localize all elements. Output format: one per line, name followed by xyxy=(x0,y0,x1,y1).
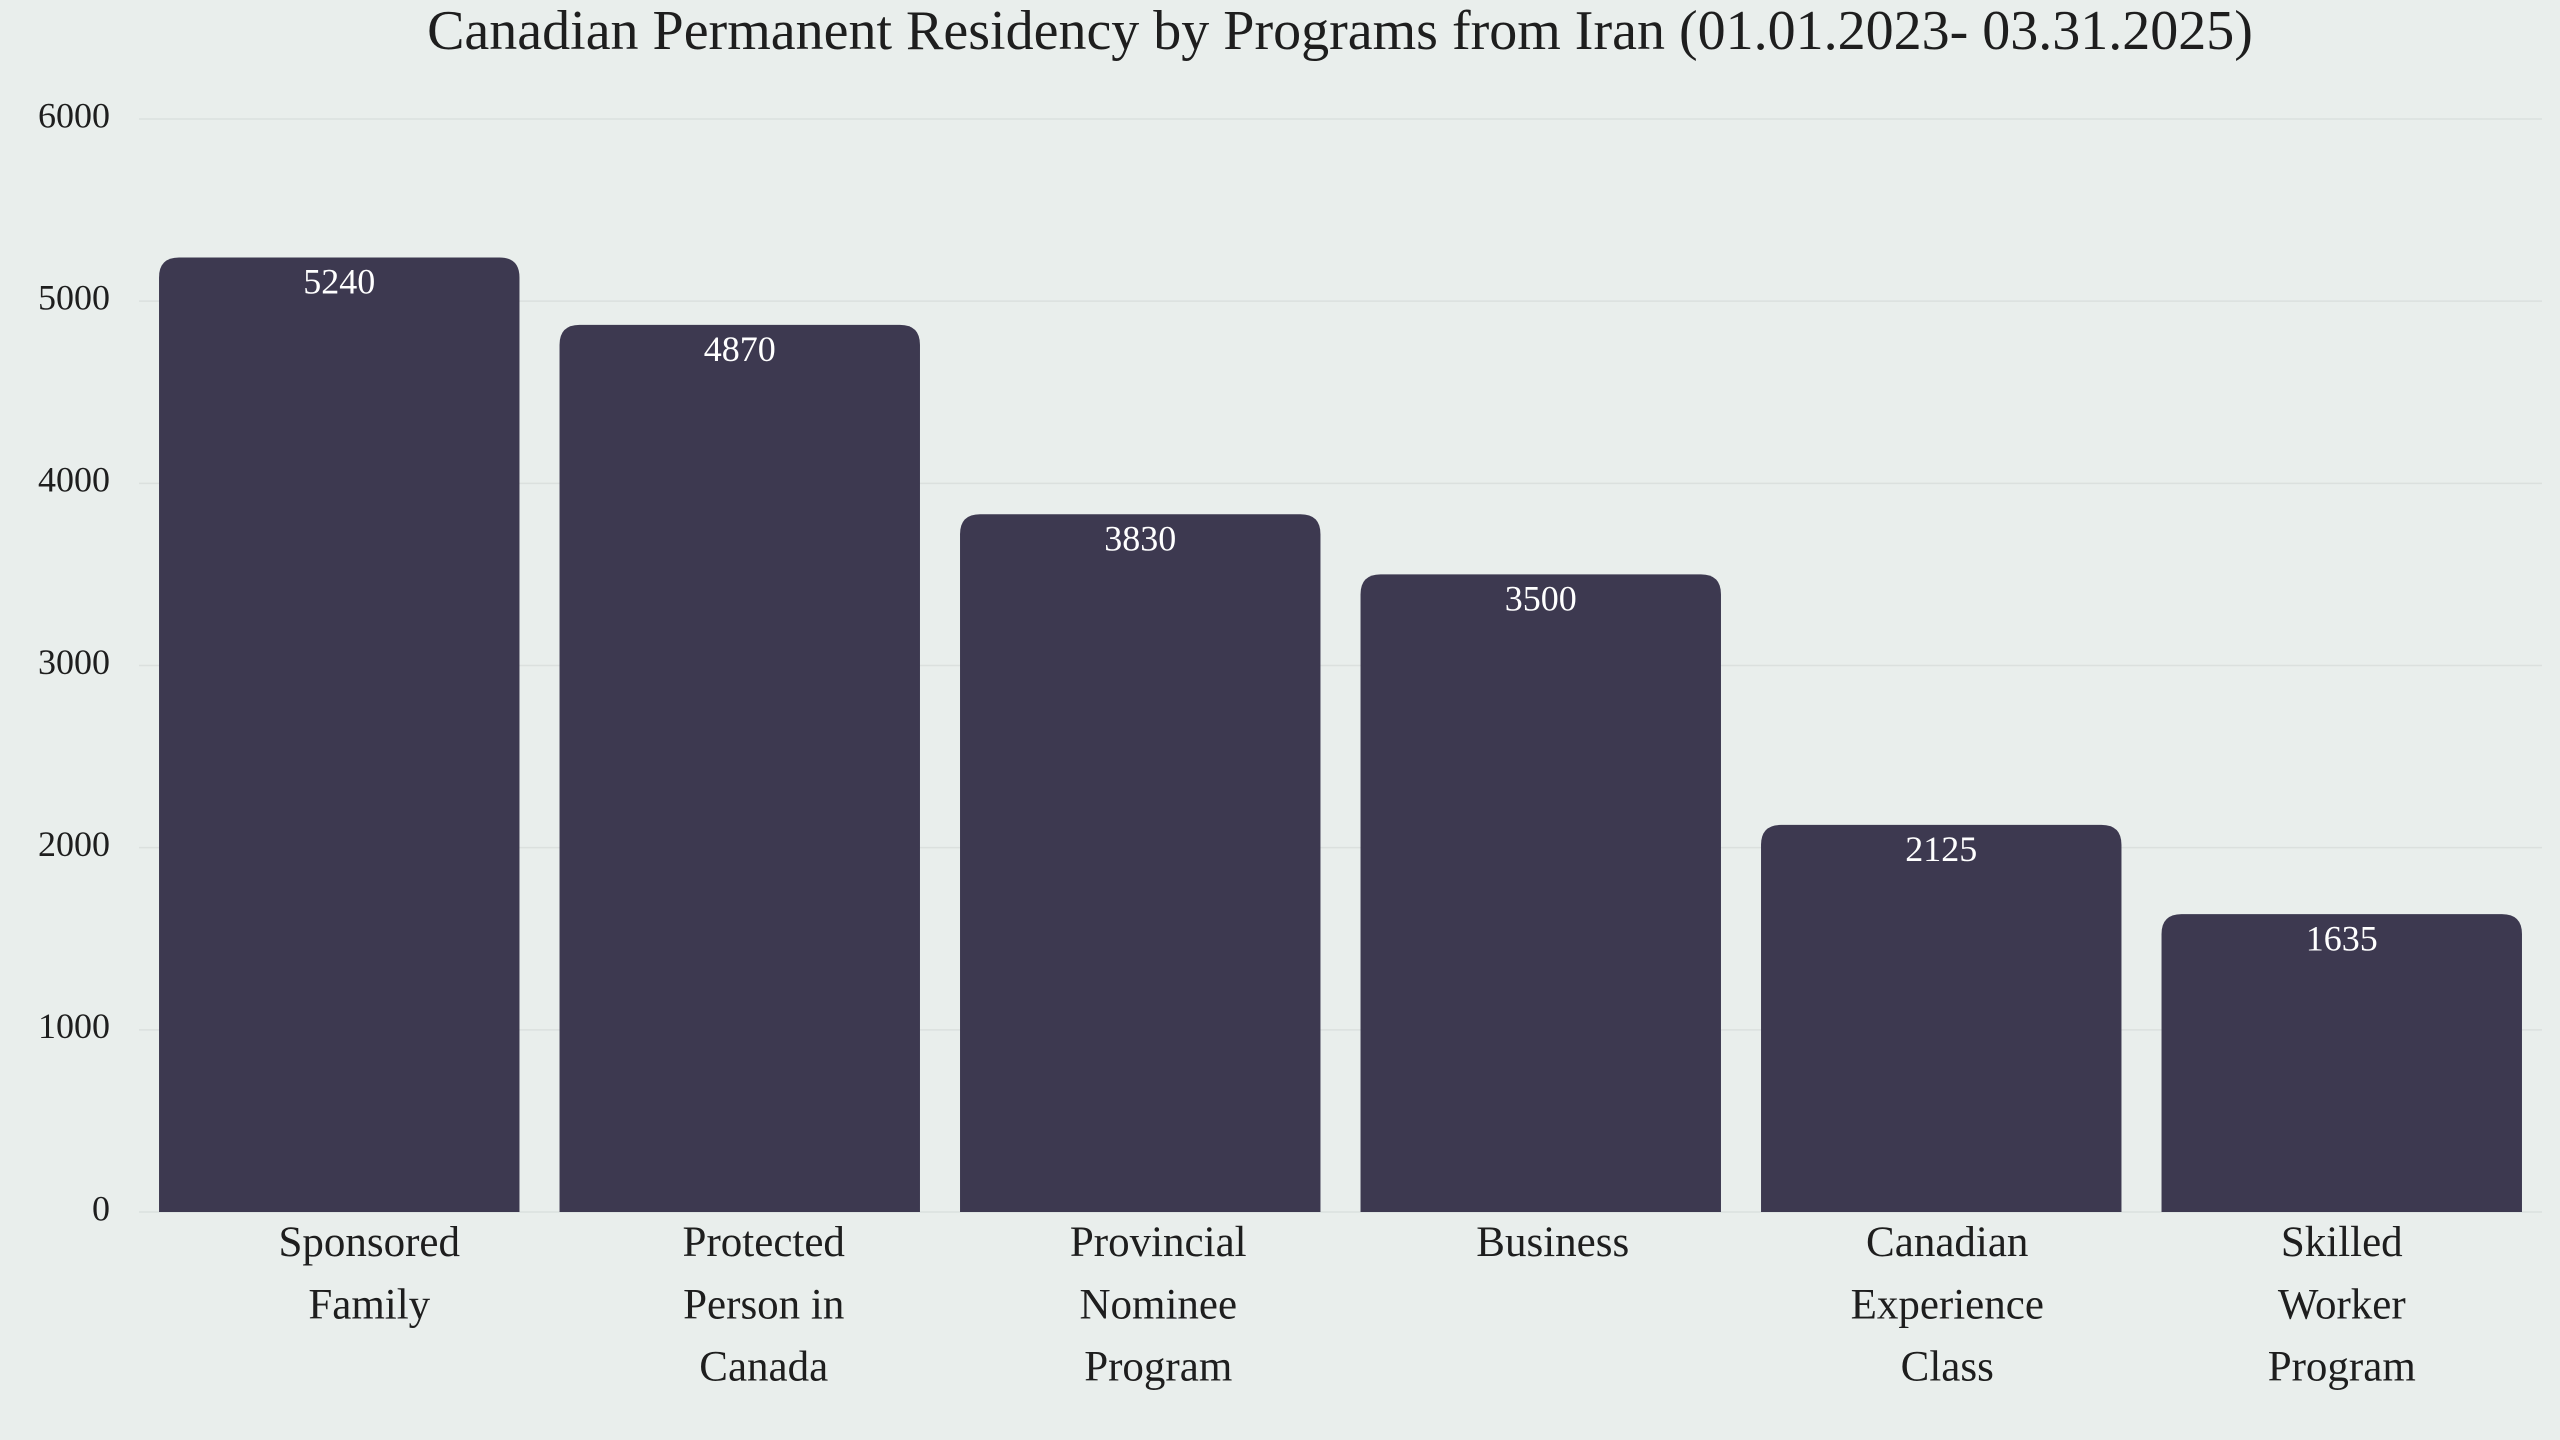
bar xyxy=(159,257,520,1212)
x-tick-label: Provincial Nominee Program xyxy=(1070,1219,1247,1391)
x-tick-label: Canadian Experience Class xyxy=(1851,1219,2044,1391)
y-tick-label: 2000 xyxy=(38,824,110,864)
bar xyxy=(960,514,1321,1212)
x-tick-label: Business xyxy=(1476,1219,1629,1266)
value-label: 4870 xyxy=(704,329,776,369)
chart-title: Canadian Permanent Residency by Programs… xyxy=(427,0,2253,62)
y-tick-label: 1000 xyxy=(38,1006,110,1046)
bar xyxy=(1761,824,2122,1212)
value-label: 5240 xyxy=(303,262,375,302)
y-tick-label: 3000 xyxy=(38,642,110,682)
bar xyxy=(2161,914,2522,1212)
x-tick-label: Skilled Worker Program xyxy=(2268,1219,2416,1391)
x-tick-label: Sponsored Family xyxy=(278,1219,460,1328)
y-tick-label: 4000 xyxy=(38,460,110,500)
y-tick-label: 0 xyxy=(92,1188,110,1228)
value-label: 1635 xyxy=(2306,918,2378,958)
value-label: 2125 xyxy=(1905,829,1977,869)
x-tick-label: Protected Person in Canada xyxy=(683,1219,845,1391)
value-label: 3830 xyxy=(1104,519,1176,559)
y-tick-label: 5000 xyxy=(38,277,110,317)
bar xyxy=(559,324,920,1212)
y-tick-label: 6000 xyxy=(38,95,110,135)
value-label: 3500 xyxy=(1505,579,1577,619)
bar xyxy=(1360,574,1721,1212)
